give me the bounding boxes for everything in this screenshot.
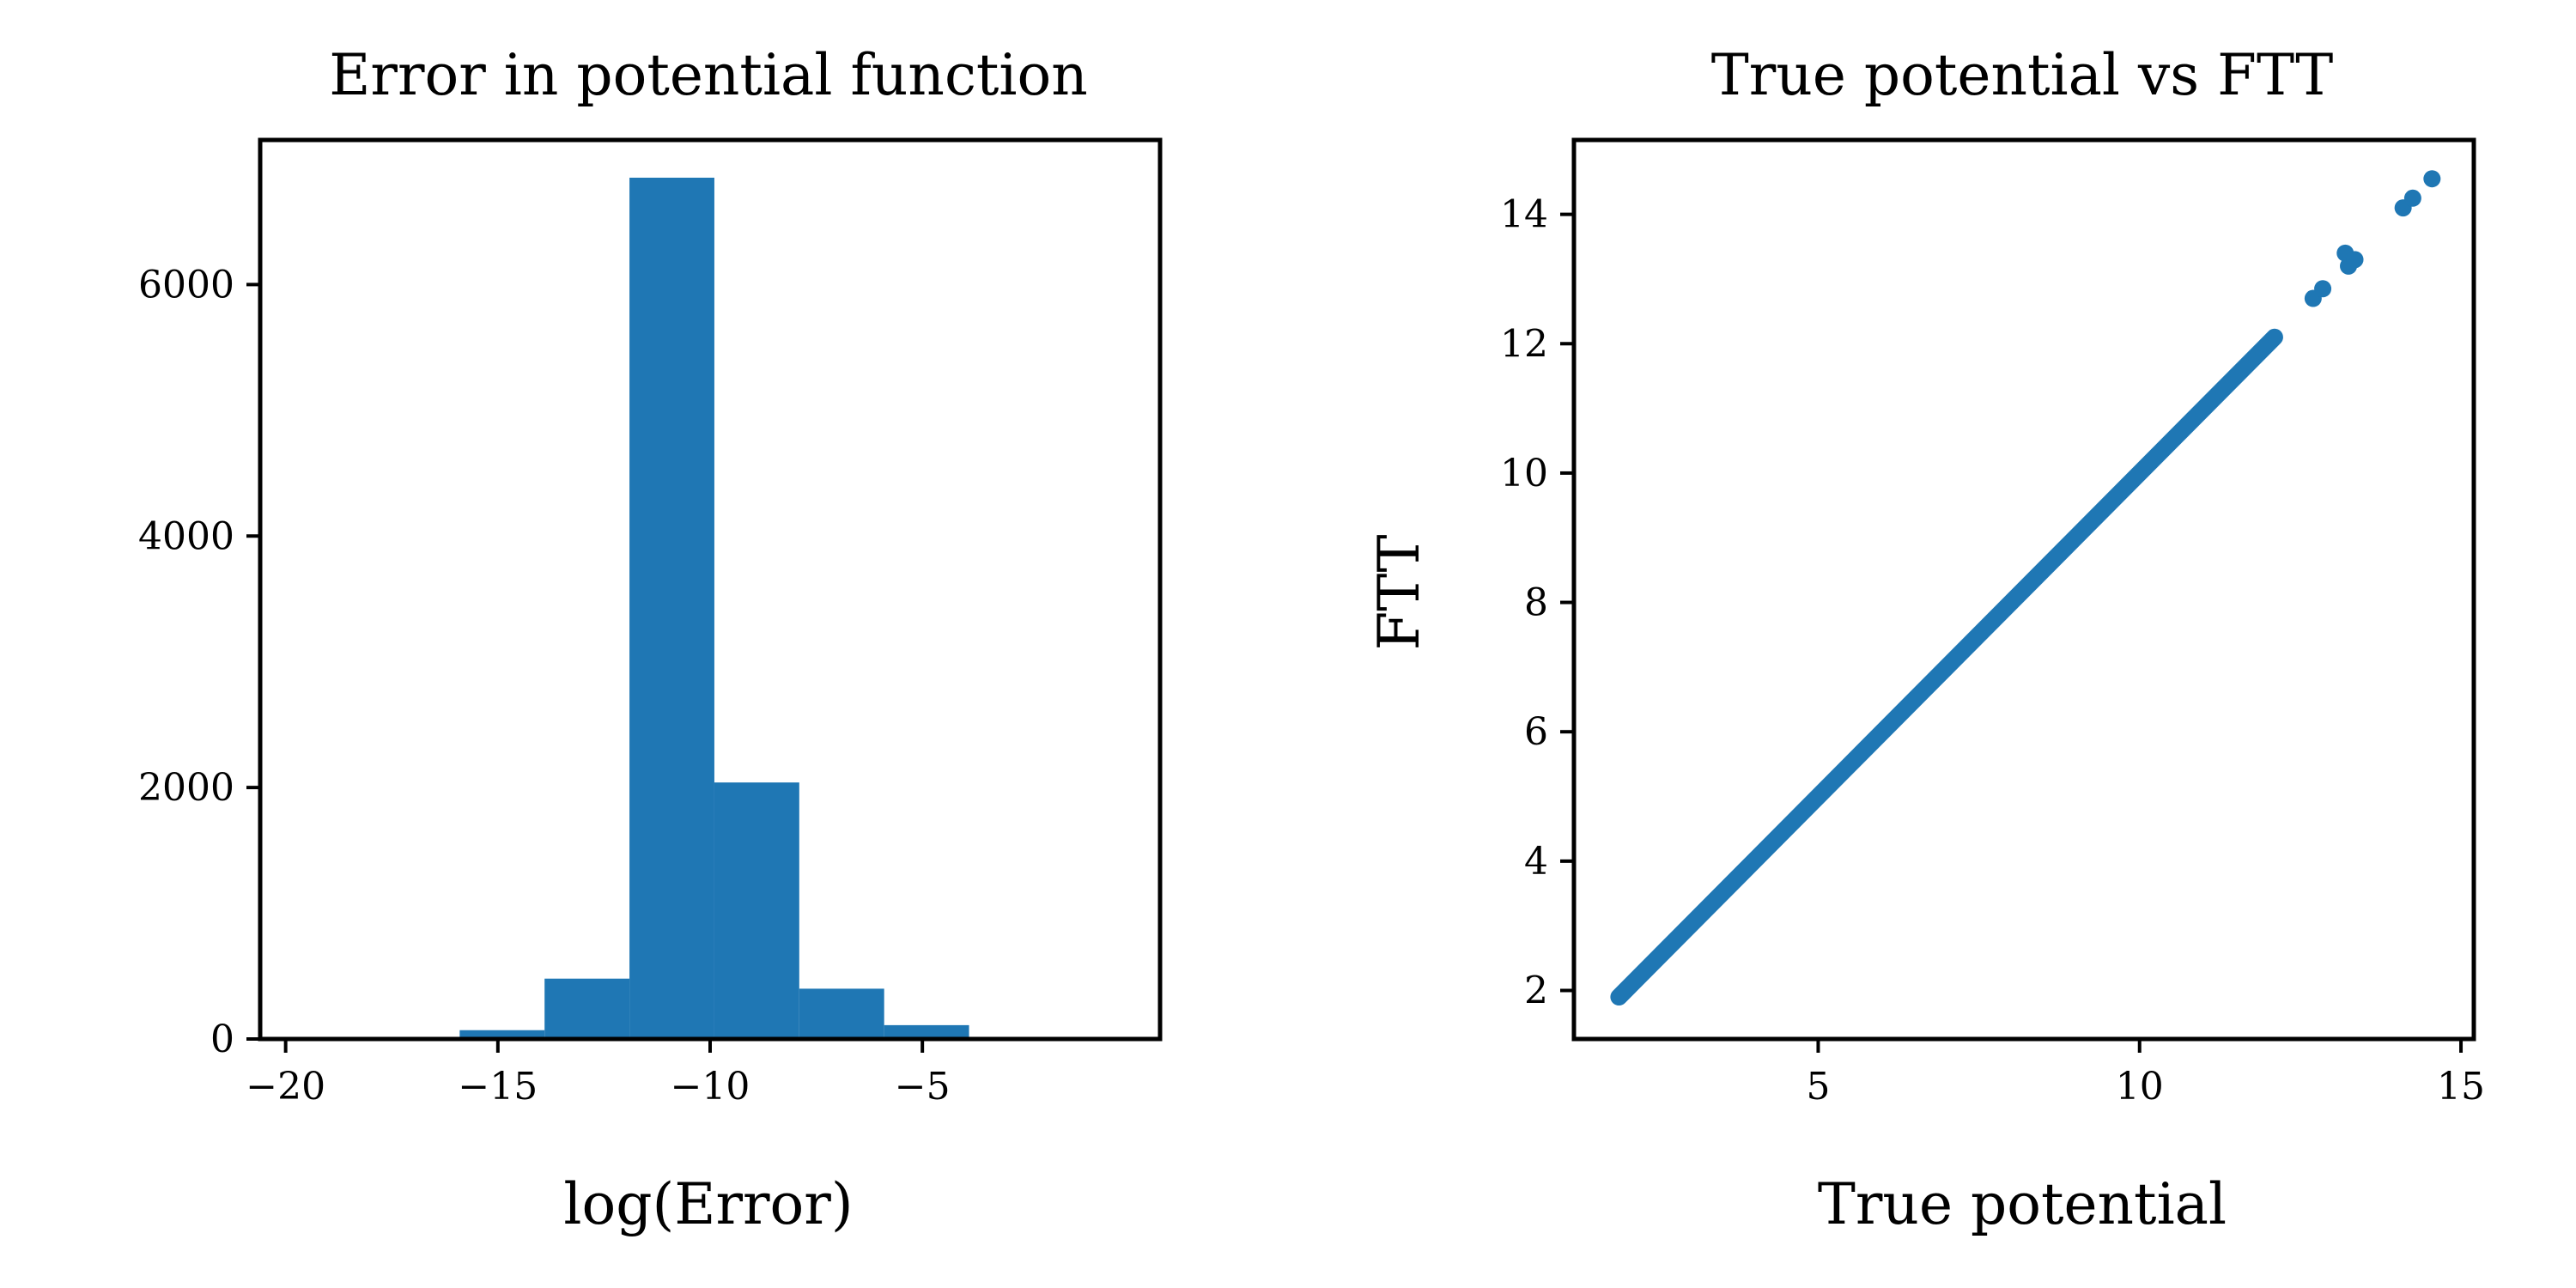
scatter-y-tick-label: 4 xyxy=(1524,840,1548,884)
histogram-bar xyxy=(884,1024,969,1039)
histogram-bar xyxy=(799,988,884,1039)
scatter-dense-points xyxy=(1610,328,2283,1006)
scatter-point xyxy=(2314,280,2332,298)
scatter-points xyxy=(1610,170,2441,1006)
histogram-x-ticks: −20 −15 −10 −5 xyxy=(246,1039,951,1109)
histogram-bar xyxy=(459,1030,545,1039)
scatter-title: True potential vs FTT xyxy=(1711,42,2333,108)
scatter-point xyxy=(2423,170,2441,188)
histogram-title: Error in potential function xyxy=(329,42,1088,108)
scatter-y-axis-label: FTT xyxy=(1366,534,1432,650)
scatter-panel: True potential vs FTT 5 10 15 2 4 6 8 10 12 14 T… xyxy=(1366,42,2485,1237)
histogram-panel: Error in potential function −20 −15 −10 −5 … xyxy=(138,42,1163,1237)
histogram-y-tick-label: 4000 xyxy=(138,514,234,558)
histogram-x-tick-label: −15 xyxy=(458,1065,538,1109)
scatter-y-ticks: 2 4 6 8 10 12 14 xyxy=(1500,193,1574,1013)
scatter-point xyxy=(2403,189,2421,207)
histogram-bar xyxy=(714,782,799,1039)
scatter-y-tick-label: 14 xyxy=(1500,193,1548,237)
histogram-y-tick-label: 2000 xyxy=(138,766,234,810)
scatter-y-tick-label: 12 xyxy=(1500,322,1548,366)
histogram-y-ticks: 0 2000 4000 6000 xyxy=(138,263,260,1061)
histogram-bars xyxy=(289,177,1139,1040)
histogram-x-axis-label: log(Error) xyxy=(563,1171,853,1237)
histogram-x-tick-label: −5 xyxy=(895,1065,951,1109)
histogram-bar xyxy=(629,177,714,1040)
scatter-x-ticks: 5 10 15 xyxy=(1806,1039,2485,1109)
histogram-x-tick-label: −20 xyxy=(246,1065,325,1109)
histogram-y-tick-label: 6000 xyxy=(138,263,234,307)
scatter-frame xyxy=(1571,137,2476,1042)
scatter-y-tick-label: 2 xyxy=(1524,969,1548,1013)
histogram-x-tick-label: −10 xyxy=(671,1065,750,1109)
scatter-x-axis-label: True potential xyxy=(1818,1171,2227,1237)
scatter-y-tick-label: 10 xyxy=(1500,452,1548,495)
scatter-point xyxy=(2346,251,2364,269)
scatter-y-tick-label: 8 xyxy=(1524,581,1548,625)
scatter-y-tick-label: 6 xyxy=(1524,710,1548,754)
scatter-x-tick-label: 10 xyxy=(2116,1065,2164,1109)
scatter-x-tick-label: 15 xyxy=(2437,1065,2485,1109)
histogram-bar xyxy=(544,978,630,1039)
histogram-y-tick-label: 0 xyxy=(210,1018,234,1061)
scatter-x-tick-label: 5 xyxy=(1806,1065,1830,1109)
